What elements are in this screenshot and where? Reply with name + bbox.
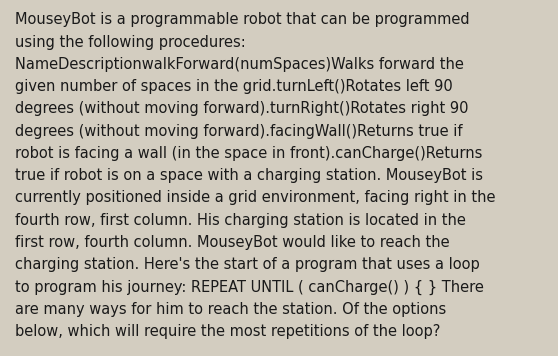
Text: currently positioned inside a grid environment, facing right in the: currently positioned inside a grid envir…	[15, 190, 496, 205]
Text: charging station. Here's the start of a program that uses a loop: charging station. Here's the start of a …	[15, 257, 480, 272]
Text: NameDescriptionwalkForward(numSpaces)Walks forward the: NameDescriptionwalkForward(numSpaces)Wal…	[15, 57, 464, 72]
Text: degrees (without moving forward).turnRight()Rotates right 90: degrees (without moving forward).turnRig…	[15, 101, 469, 116]
Text: below, which will require the most repetitions of the loop?: below, which will require the most repet…	[15, 324, 440, 339]
Text: using the following procedures:: using the following procedures:	[15, 35, 246, 50]
Text: to program his journey: REPEAT UNTIL ( canCharge() ) { } There: to program his journey: REPEAT UNTIL ( c…	[15, 279, 484, 295]
Text: given number of spaces in the grid.turnLeft()Rotates left 90: given number of spaces in the grid.turnL…	[15, 79, 453, 94]
Text: degrees (without moving forward).facingWall()Returns true if: degrees (without moving forward).facingW…	[15, 124, 463, 139]
Text: MouseyBot is a programmable robot that can be programmed: MouseyBot is a programmable robot that c…	[15, 12, 470, 27]
Text: true if robot is on a space with a charging station. MouseyBot is: true if robot is on a space with a charg…	[15, 168, 483, 183]
Text: fourth row, first column. His charging station is located in the: fourth row, first column. His charging s…	[15, 213, 466, 228]
Text: are many ways for him to reach the station. Of the options: are many ways for him to reach the stati…	[15, 302, 446, 317]
Text: first row, fourth column. MouseyBot would like to reach the: first row, fourth column. MouseyBot woul…	[15, 235, 450, 250]
Text: robot is facing a wall (in the space in front).canCharge()Returns: robot is facing a wall (in the space in …	[15, 146, 483, 161]
